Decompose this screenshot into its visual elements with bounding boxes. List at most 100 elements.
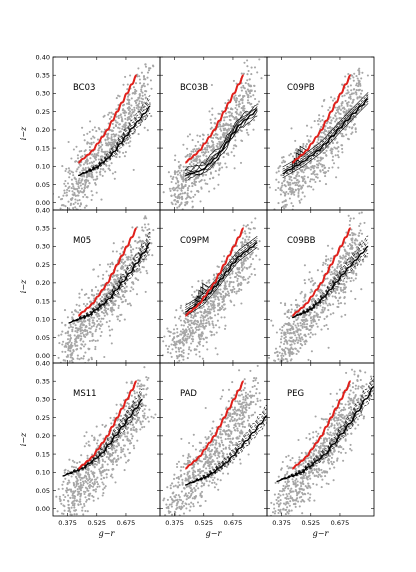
model-track-kinked <box>185 240 258 311</box>
scatter-point <box>191 182 194 185</box>
y-axis-label: i−z <box>19 279 28 293</box>
scatter-point <box>175 176 178 179</box>
scatter-point <box>74 344 77 347</box>
scatter-point <box>114 294 118 297</box>
scatter-point <box>106 284 109 287</box>
panel-label: C09PM <box>180 236 209 246</box>
scatter-point <box>368 207 370 209</box>
scatter-point <box>199 325 203 328</box>
scatter-point <box>206 144 209 147</box>
scatter-point <box>294 149 297 152</box>
scatter-point <box>245 235 248 238</box>
scatter-point <box>338 261 341 264</box>
scatter-point <box>91 319 94 322</box>
scatter-point <box>218 163 221 166</box>
scatter-point <box>248 78 251 81</box>
scatter-point <box>92 489 95 492</box>
plot-area <box>268 57 369 210</box>
scatter-point <box>186 357 189 360</box>
scatter-point <box>78 500 82 503</box>
scatter-point <box>345 109 348 112</box>
scatter-point <box>125 435 128 438</box>
scatter-point <box>180 196 183 199</box>
scatter-point <box>75 335 78 338</box>
scatter-point <box>282 324 286 327</box>
scatter-point <box>254 97 257 101</box>
scatter-point <box>69 339 72 342</box>
scatter-point <box>146 378 149 381</box>
scatter-point <box>347 214 350 217</box>
scatter-point <box>140 90 143 93</box>
scatter-point <box>146 129 149 132</box>
scatter-point <box>193 148 196 151</box>
scatter-point <box>108 329 111 332</box>
scatter-point <box>101 311 104 314</box>
scatter-point <box>136 385 139 388</box>
scatter-point <box>76 344 79 347</box>
scatter-point <box>77 335 80 338</box>
scatter-point <box>220 260 224 263</box>
scatter-point <box>93 153 96 156</box>
scatter-point <box>106 263 110 266</box>
scatter-point <box>130 254 133 257</box>
scatter-point <box>118 155 121 158</box>
scatter-point <box>191 335 194 338</box>
scatter-point <box>162 221 164 223</box>
scatter-point <box>202 344 205 347</box>
scatter-point <box>126 303 129 306</box>
scatter-point <box>334 291 337 294</box>
scatter-point <box>120 298 123 301</box>
scatter-point <box>182 171 185 174</box>
scatter-point <box>59 207 62 210</box>
scatter-point <box>78 205 81 208</box>
scatter-point <box>78 177 81 180</box>
scatter-point <box>101 494 104 497</box>
scatter-point <box>289 336 292 339</box>
scatter-point <box>241 267 244 271</box>
scatter-point <box>80 454 83 457</box>
scatter-point <box>331 295 334 298</box>
scatter-point <box>301 316 304 319</box>
scatter-point <box>129 304 132 307</box>
scatter-point <box>195 158 198 161</box>
scatter-point <box>74 327 77 330</box>
scatter-point <box>69 338 72 341</box>
scatter-point <box>111 250 115 253</box>
y-tick-label: 0.30 <box>36 90 50 98</box>
scatter-point <box>275 372 277 374</box>
scatter-point <box>88 182 91 185</box>
scatter-point <box>284 357 287 360</box>
scatter-point <box>106 150 109 153</box>
scatter-point <box>132 444 135 447</box>
scatter-point <box>61 350 64 353</box>
scatter-point <box>181 185 184 188</box>
scatter-point <box>141 94 144 97</box>
scatter-point <box>290 179 293 182</box>
scatter-point <box>188 330 191 333</box>
scatter-point <box>98 485 101 488</box>
scatter-point <box>124 264 127 267</box>
scatter-point <box>327 130 331 133</box>
scatter-point <box>314 180 317 184</box>
scatter-point <box>302 314 305 317</box>
scatter-point <box>68 360 71 363</box>
scatter-point <box>351 101 354 104</box>
scatter-point <box>209 302 212 305</box>
scatter-point <box>176 367 178 369</box>
scatter-point <box>250 73 253 76</box>
scatter-point <box>301 148 304 151</box>
scatter-point <box>360 77 363 80</box>
scatter-point <box>137 110 140 113</box>
scatter-point <box>294 347 297 350</box>
scatter-point <box>365 255 368 258</box>
scatter-point <box>223 133 226 136</box>
scatter-point <box>84 351 87 354</box>
scatter-point <box>249 95 252 98</box>
scatter-point <box>87 296 90 299</box>
scatter-point <box>291 172 294 175</box>
scatter-point <box>208 190 211 193</box>
scatter-point <box>117 117 120 120</box>
scatter-point <box>98 263 101 266</box>
scatter-point <box>327 258 330 261</box>
scatter-point <box>244 278 247 281</box>
